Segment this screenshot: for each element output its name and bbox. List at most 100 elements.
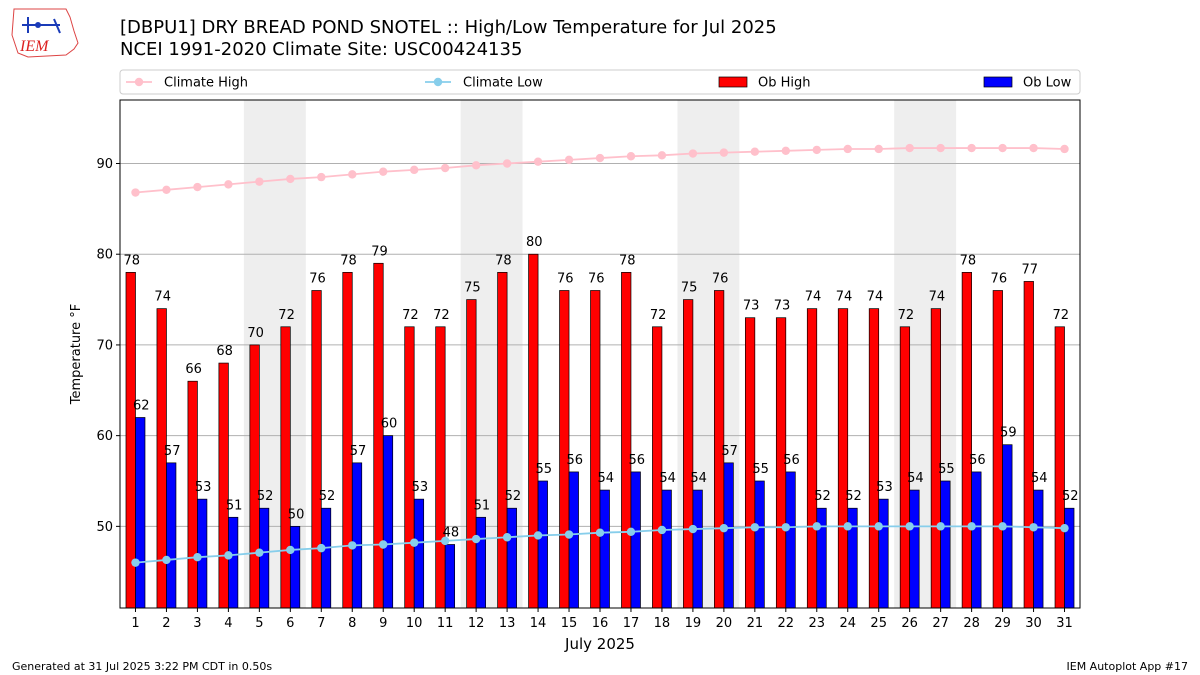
x-tick-label-18: 18 — [654, 616, 671, 631]
ob-low-label-22: 56 — [783, 453, 800, 468]
climate-low-point-18 — [657, 525, 667, 535]
ob-low-bar-14 — [537, 480, 548, 609]
climate-high-point-1 — [131, 188, 140, 197]
climate-low-point-15 — [564, 530, 574, 539]
climate-high-point-14 — [533, 157, 543, 166]
ob-low-label-27: 55 — [938, 462, 955, 477]
generated-timestamp: Generated at 31 Jul 2025 3:22 PM CDT in … — [12, 660, 273, 673]
ob-low-bar-4 — [228, 516, 239, 609]
ob-high-label-1: 78 — [123, 253, 140, 268]
ob-high-label-13: 78 — [495, 253, 512, 268]
x-tick-label-19: 19 — [685, 616, 702, 631]
ob-high-label-31: 72 — [1052, 308, 1069, 323]
ob-high-bar-4 — [218, 362, 229, 609]
ob-low-bar-26 — [909, 489, 920, 609]
climate-high-point-22 — [781, 146, 791, 155]
climate-low-point-17 — [626, 527, 636, 536]
climate-low-point-1 — [131, 558, 140, 567]
ob-high-bar-1 — [125, 272, 136, 609]
climate-high-point-3 — [193, 182, 202, 192]
x-tick-label-29: 29 — [994, 616, 1011, 631]
y-axis: 50 60 70 80 90 — [96, 157, 120, 535]
ob-low-label-25: 53 — [876, 480, 893, 495]
chart-subtitle: NCEI 1991-2020 Climate Site: USC00424135 — [120, 39, 523, 60]
ob-low-label-7: 52 — [319, 489, 336, 504]
ob-low-label-24: 52 — [845, 489, 862, 504]
x-tick-label-5: 5 — [255, 616, 263, 631]
climate-low-point-30 — [1029, 523, 1038, 532]
ob-high-bar-27 — [930, 308, 941, 609]
legend-ob-high-swatch — [718, 76, 748, 88]
ob-high-bar-14 — [528, 253, 539, 609]
ob-high-bar-12 — [466, 299, 477, 609]
climate-high-point-23 — [812, 145, 821, 155]
x-tick-label-14: 14 — [530, 616, 547, 631]
ob-low-bar-7 — [320, 507, 332, 609]
climate-high-point-5 — [255, 177, 264, 186]
ob-high-label-10: 72 — [402, 308, 419, 323]
climate-low-point-26 — [905, 522, 914, 531]
ob-high-label-19: 75 — [681, 281, 698, 296]
climate-lines — [131, 143, 1069, 567]
x-axis-label: July 2025 — [564, 635, 635, 653]
climate-high-point-17 — [626, 152, 636, 161]
legend-frame — [119, 69, 1081, 95]
climate-high-point-30 — [1029, 143, 1038, 153]
legend-climate-low-marker — [433, 77, 443, 87]
x-tick-label-6: 6 — [286, 616, 294, 631]
x-tick-label-12: 12 — [468, 616, 485, 631]
ob-low-label-29: 59 — [1000, 426, 1017, 441]
ob-high-label-6: 72 — [278, 308, 295, 323]
climate-low-point-3 — [193, 553, 202, 562]
ob-low-bar-8 — [351, 462, 363, 609]
ob-high-bar-11 — [435, 326, 446, 609]
climate-high-point-13 — [502, 159, 512, 168]
ob-low-bar-2 — [166, 462, 177, 609]
ob-low-label-5: 52 — [257, 489, 274, 504]
ob-low-bar-25 — [878, 498, 889, 609]
climate-high-point-10 — [409, 165, 419, 175]
ob-high-label-25: 74 — [867, 290, 884, 305]
ob-low-bar-12 — [475, 516, 486, 609]
legend-climate-high-marker — [134, 77, 144, 87]
ob-low-label-9: 60 — [381, 417, 398, 432]
ob-low-label-15: 56 — [567, 453, 584, 468]
ob-low-label-1: 62 — [133, 399, 150, 414]
x-tick-label-16: 16 — [592, 616, 609, 631]
ob-low-label-19: 54 — [690, 471, 707, 486]
y-axis-label: Temperature °F — [69, 304, 84, 405]
x-tick-label-13: 13 — [499, 616, 516, 631]
ob-low-label-11: 48 — [443, 526, 460, 541]
x-tick-label-9: 9 — [379, 616, 387, 631]
x-axis: 1 2 3 4 5 6 7 8 9 10 11 12 13 14 15 16 17 18 19 20 21 22 23 24 2… — [131, 608, 1073, 631]
climate-low-point-16 — [595, 528, 605, 537]
ob-low-bar-22 — [785, 471, 796, 609]
climate-low-point-22 — [781, 523, 791, 532]
y-tick-label-80: 80 — [96, 248, 113, 263]
x-tick-label-20: 20 — [716, 616, 733, 631]
ob-low-label-4: 51 — [226, 498, 243, 513]
ob-low-bar-16 — [599, 489, 610, 609]
ob-high-bar-8 — [342, 272, 353, 609]
ob-low-bar-17 — [630, 471, 641, 609]
climate-high-point-21 — [750, 147, 760, 156]
ob-high-bar-15 — [559, 290, 570, 609]
climate-low-point-9 — [379, 540, 388, 549]
ob-high-label-5: 70 — [247, 326, 264, 341]
ob-high-label-27: 74 — [929, 290, 946, 305]
x-tick-label-21: 21 — [747, 616, 764, 631]
climate-high-point-25 — [874, 144, 883, 154]
bars — [125, 253, 1075, 609]
climate-high-point-19 — [688, 149, 698, 158]
ob-high-label-14: 80 — [526, 235, 543, 250]
climate-high-point-6 — [286, 174, 295, 184]
x-tick-label-7: 7 — [317, 616, 325, 631]
climate-low-point-19 — [688, 524, 698, 534]
ob-low-label-30: 54 — [1031, 471, 1048, 486]
climate-high-point-31 — [1060, 144, 1069, 154]
x-tick-label-4: 4 — [224, 616, 232, 631]
ob-high-label-23: 74 — [805, 290, 822, 305]
ob-high-label-22: 73 — [774, 299, 791, 314]
ob-high-label-9: 79 — [371, 244, 388, 259]
ob-low-bar-5 — [259, 507, 270, 609]
